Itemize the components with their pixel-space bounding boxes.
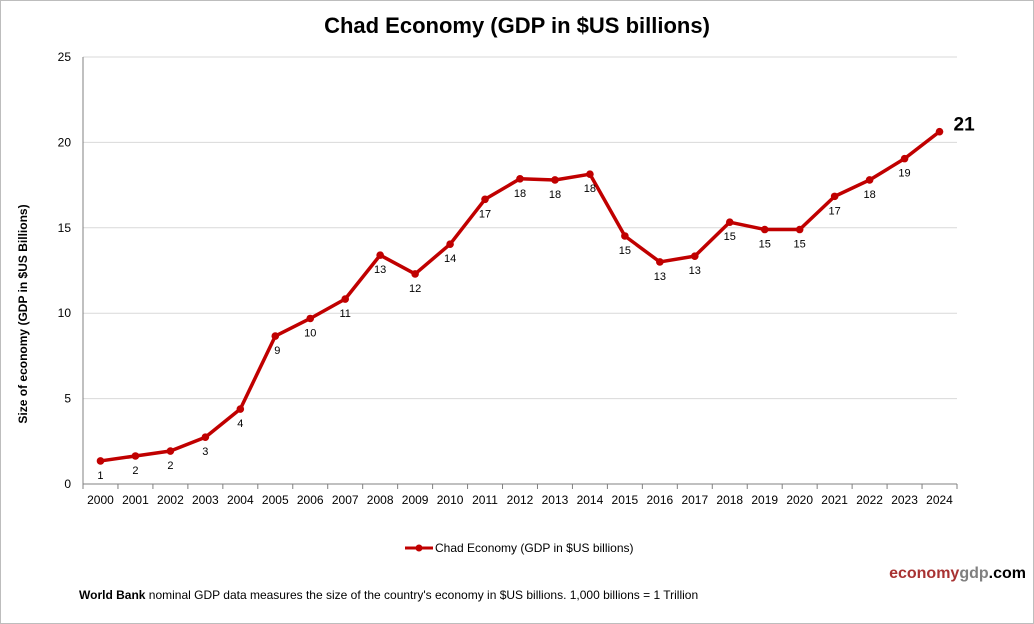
x-tick-label: 2019 — [751, 493, 778, 507]
footnote: World Bank nominal GDP data measures the… — [79, 588, 698, 602]
y-tick-label: 5 — [64, 392, 71, 406]
x-tick-label: 2018 — [716, 493, 743, 507]
x-tick-label: 2020 — [786, 493, 813, 507]
x-tick-label: 2002 — [157, 493, 184, 507]
data-label: 12 — [409, 283, 421, 295]
legend: Chad Economy (GDP in $US billions) — [405, 541, 634, 555]
data-label: 18 — [514, 188, 526, 200]
x-tick-label: 2011 — [472, 493, 498, 507]
y-tick-label: 20 — [58, 135, 72, 149]
data-label: 15 — [759, 239, 771, 251]
x-tick-label: 2015 — [612, 493, 639, 507]
x-tick-label: 2001 — [122, 493, 149, 507]
data-label: 19 — [898, 168, 910, 180]
data-label: 18 — [584, 183, 596, 195]
data-point — [376, 251, 384, 259]
data-point — [166, 447, 175, 455]
data-point — [516, 174, 524, 183]
x-tick-label: 2003 — [192, 493, 219, 507]
x-tick-label: 2008 — [367, 493, 394, 507]
data-point — [236, 405, 245, 413]
x-tick-label: 2009 — [402, 493, 429, 507]
data-label: 4 — [237, 418, 243, 430]
legend-marker — [405, 544, 433, 552]
x-tick-label: 2021 — [821, 493, 848, 507]
x-tick-label: 2005 — [262, 493, 289, 507]
data-label: 15 — [619, 245, 631, 257]
x-tick-label: 2007 — [332, 493, 359, 507]
data-label: 1 — [97, 470, 103, 482]
x-tick-label: 2010 — [437, 493, 464, 507]
data-point — [865, 176, 874, 184]
footnote-text: nominal GDP data measures the size of th… — [145, 588, 699, 602]
brand-part-gdp: gdp — [959, 565, 989, 582]
data-point — [446, 240, 454, 248]
data-label: 3 — [202, 446, 208, 458]
data-point — [586, 170, 594, 178]
data-label: 14 — [444, 253, 456, 265]
x-tick-label: 2004 — [227, 493, 254, 507]
data-point — [271, 332, 280, 340]
y-tick-label: 10 — [58, 306, 72, 320]
data-label: 10 — [304, 327, 316, 339]
data-label: 2 — [132, 465, 138, 477]
data-label: 15 — [794, 239, 806, 251]
data-point — [795, 225, 804, 234]
data-point — [935, 127, 944, 136]
brand-part-economy: economy — [889, 565, 960, 582]
y-tick-label: 25 — [58, 50, 72, 64]
x-tick-label: 2024 — [926, 493, 953, 507]
data-point — [621, 232, 629, 240]
data-point — [341, 295, 350, 303]
footnote-source: World Bank — [79, 588, 146, 602]
x-tick-label: 2012 — [507, 493, 534, 507]
x-tick-label: 2023 — [891, 493, 918, 507]
brand-logo[interactable]: economygdp.com — [889, 565, 1026, 583]
x-tick-label: 2014 — [577, 493, 604, 507]
x-tick-label: 2017 — [681, 493, 708, 507]
data-label: 21 — [954, 115, 976, 136]
data-label: 13 — [689, 265, 701, 277]
data-point — [760, 225, 769, 234]
data-point — [900, 154, 909, 163]
data-point — [96, 457, 105, 465]
brand-part-com: .com — [988, 565, 1026, 582]
data-label: 13 — [654, 271, 666, 283]
data-point — [656, 258, 664, 266]
data-label: 18 — [549, 189, 561, 201]
data-point — [131, 452, 140, 460]
data-point — [551, 176, 559, 184]
data-point — [725, 218, 734, 226]
data-point — [306, 314, 315, 323]
data-point — [481, 195, 489, 204]
data-label: 11 — [339, 308, 350, 320]
data-point — [830, 192, 839, 201]
data-point — [691, 252, 699, 260]
data-label: 15 — [724, 231, 736, 243]
chart-title: Chad Economy (GDP in $US billions) — [324, 13, 710, 38]
data-point — [411, 270, 419, 278]
x-tick-label: 2022 — [856, 493, 883, 507]
legend-label: Chad Economy (GDP in $US billions) — [435, 541, 634, 555]
data-label: 18 — [863, 189, 875, 201]
data-label: 2 — [167, 460, 173, 472]
data-point — [201, 433, 210, 442]
data-label: 9 — [274, 345, 280, 357]
data-label: 13 — [374, 264, 386, 276]
y-tick-label: 15 — [58, 221, 72, 235]
x-tick-label: 2006 — [297, 493, 324, 507]
x-tick-label: 2016 — [646, 493, 673, 507]
y-tick-label: 0 — [64, 477, 71, 491]
x-tick-label: 2000 — [87, 493, 114, 507]
data-label: 17 — [829, 205, 841, 217]
data-label: 17 — [479, 208, 491, 220]
x-tick-label: 2013 — [542, 493, 569, 507]
